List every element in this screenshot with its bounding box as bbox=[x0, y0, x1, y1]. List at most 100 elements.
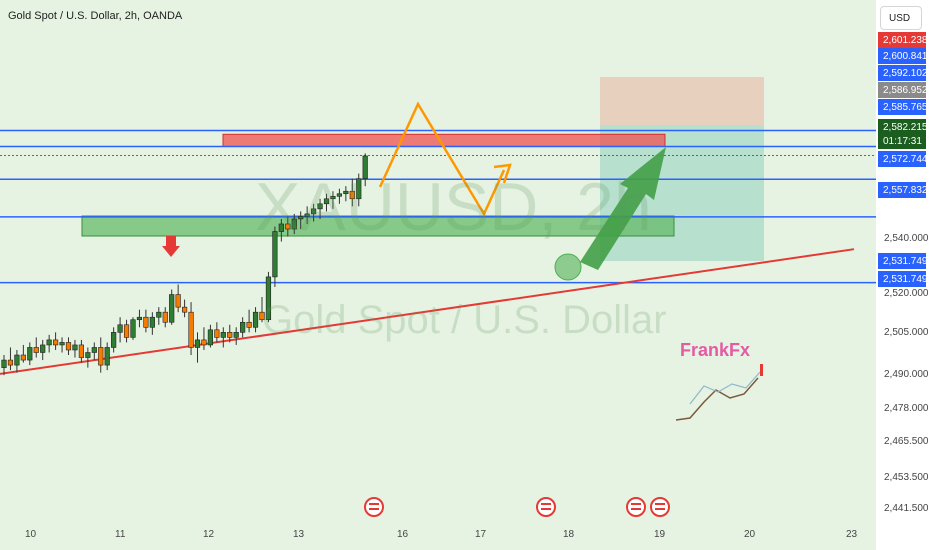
candle-body bbox=[46, 339, 52, 346]
price-tag: 2,557.832 bbox=[878, 182, 928, 198]
price-tag: 2,531.749 bbox=[878, 271, 928, 287]
candle-body bbox=[252, 311, 259, 328]
candle-body bbox=[149, 316, 155, 328]
us-flag-event-icon[interactable] bbox=[536, 497, 556, 517]
candle-body bbox=[20, 354, 26, 361]
projection-arrowhead bbox=[493, 163, 512, 184]
candle-body bbox=[33, 347, 39, 353]
candle-body bbox=[111, 332, 117, 348]
x-tick-label: 20 bbox=[744, 529, 756, 540]
author-logo: FrankFx bbox=[680, 340, 751, 360]
candle-body bbox=[233, 332, 239, 338]
candle-body bbox=[136, 316, 143, 321]
candle-body bbox=[40, 344, 46, 353]
candle-body bbox=[220, 332, 226, 338]
candle-body bbox=[336, 193, 343, 197]
support-touch-marker bbox=[554, 253, 582, 281]
candle-body bbox=[227, 332, 233, 338]
candle-body bbox=[98, 347, 104, 366]
candle-body bbox=[72, 344, 78, 351]
candle-body bbox=[201, 339, 207, 346]
support-zone bbox=[81, 215, 675, 237]
price-tag: 2,582.215 bbox=[878, 119, 928, 135]
y-tick-label: 2,520.000 bbox=[884, 288, 929, 299]
candle-body bbox=[27, 347, 33, 361]
candle-body bbox=[343, 190, 349, 195]
candle-body bbox=[285, 223, 291, 230]
candle-body bbox=[246, 321, 252, 328]
x-tick-label: 13 bbox=[293, 529, 305, 540]
candle-body bbox=[123, 324, 130, 338]
candle-body bbox=[143, 316, 149, 328]
x-tick-label: 11 bbox=[115, 529, 126, 540]
candle-body bbox=[310, 208, 317, 215]
candle-body bbox=[330, 195, 336, 200]
y-tick-label: 2,478.000 bbox=[884, 403, 929, 414]
candle-body bbox=[175, 294, 181, 308]
price-tag: 01:17:31 bbox=[878, 133, 926, 149]
candle-body bbox=[265, 276, 272, 321]
candle-body bbox=[117, 324, 123, 333]
candle-body bbox=[259, 311, 265, 321]
author-logo-icon bbox=[675, 364, 763, 421]
x-tick-label: 18 bbox=[563, 529, 575, 540]
x-tick-label: 12 bbox=[203, 529, 215, 540]
us-flag-event-icon[interactable] bbox=[650, 497, 670, 517]
candle-body bbox=[362, 155, 368, 179]
target-zone-red bbox=[600, 77, 764, 125]
candle-body bbox=[169, 294, 175, 323]
price-tag: 2,531.749 bbox=[878, 253, 928, 269]
candle-body bbox=[304, 213, 310, 217]
y-tick-label: 2,490.000 bbox=[884, 369, 929, 380]
candle-body bbox=[207, 329, 214, 346]
candle-body bbox=[59, 342, 65, 346]
trendline-layer bbox=[0, 248, 855, 375]
x-tick-label: 19 bbox=[654, 529, 666, 540]
candle-body bbox=[298, 216, 304, 220]
candle-body bbox=[156, 311, 162, 318]
candle-body bbox=[272, 231, 278, 278]
price-tag: 2,586.952 bbox=[878, 82, 928, 98]
candle-body bbox=[104, 347, 110, 366]
candles-layer bbox=[1, 153, 368, 376]
candle-body bbox=[240, 321, 246, 333]
candle-body bbox=[214, 329, 220, 338]
candle-body bbox=[52, 339, 59, 346]
candle-body bbox=[182, 306, 188, 313]
candle-body bbox=[291, 218, 297, 230]
us-flag-event-icon[interactable] bbox=[626, 497, 646, 517]
y-tick-label: 2,453.500 bbox=[884, 472, 929, 483]
candle-body bbox=[194, 339, 201, 348]
trendline bbox=[0, 248, 855, 375]
candle-body bbox=[188, 311, 194, 348]
candle-body bbox=[85, 352, 91, 358]
candle-body bbox=[78, 344, 84, 358]
chart-title: Gold Spot / U.S. Dollar, 2h, OANDA bbox=[8, 10, 183, 22]
candle-body bbox=[7, 359, 14, 366]
currency-button[interactable]: USD bbox=[880, 6, 922, 30]
x-tick-label: 10 bbox=[25, 529, 37, 540]
resistance-zone bbox=[222, 133, 666, 147]
y-tick-label: 2,505.000 bbox=[884, 327, 929, 338]
candle-body bbox=[14, 354, 20, 366]
price-tag: 2,601.238 bbox=[878, 32, 928, 48]
name-watermark: Gold Spot / U.S. Dollar bbox=[262, 298, 667, 342]
candle-body bbox=[162, 311, 168, 323]
price-tag: 2,592.102 bbox=[878, 65, 928, 81]
x-tick-label: 23 bbox=[846, 529, 858, 540]
down-arrow-marker bbox=[162, 236, 180, 257]
candle-body bbox=[1, 359, 7, 368]
price-tag: 2,585.765 bbox=[878, 99, 928, 115]
price-tag: 2,572.744 bbox=[878, 151, 928, 167]
candle-body bbox=[349, 190, 355, 200]
price-tag: 2,600.841 bbox=[878, 48, 928, 64]
projection-path bbox=[378, 101, 506, 217]
candle-body bbox=[356, 178, 362, 200]
us-flag-event-icon[interactable] bbox=[364, 497, 384, 517]
y-tick-label: 2,540.000 bbox=[884, 233, 929, 244]
x-tick-label: 16 bbox=[397, 529, 409, 540]
candle-body bbox=[323, 198, 330, 205]
y-tick-label: 2,441.500 bbox=[884, 503, 929, 514]
candle-body bbox=[65, 342, 72, 351]
